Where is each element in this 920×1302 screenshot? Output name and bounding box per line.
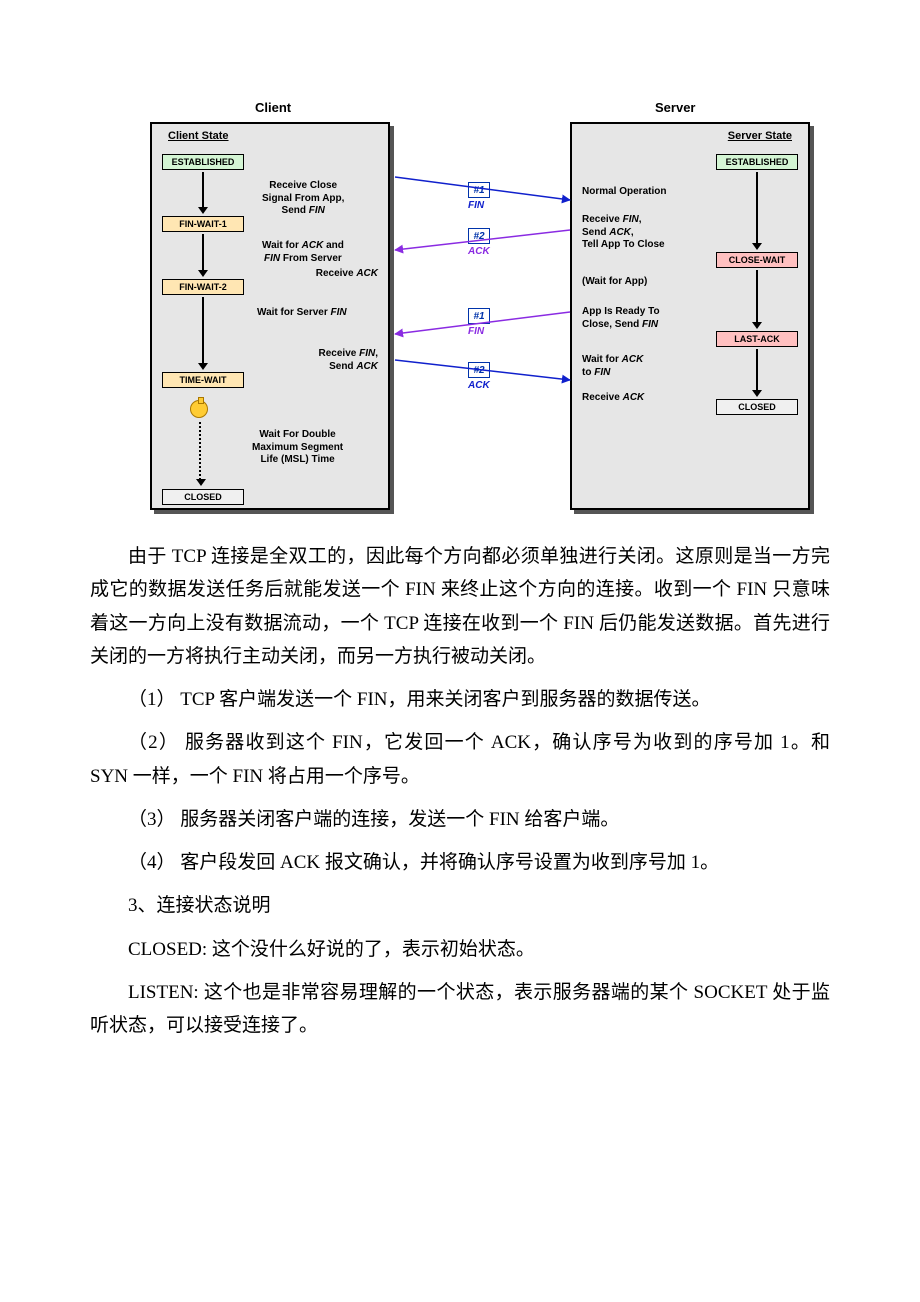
message-label: ACK [468, 380, 490, 391]
message-label: ACK [468, 246, 490, 257]
arrow-down [202, 234, 204, 271]
client-caption: Wait For DoubleMaximum SegmentLife (MSL)… [252, 429, 343, 467]
arrow-down [756, 270, 758, 323]
server-panel: Server State ESTABLISHED CLOSE-WAIT LAST-A… [570, 122, 810, 510]
client-state-fin-wait-2: FIN-WAIT-2 [162, 279, 244, 295]
server-title: Server [655, 100, 695, 115]
paragraph: LISTEN: 这个也是非常容易理解的一个状态，表示服务器端的某个 SOCKET… [90, 976, 830, 1043]
server-caption: Receive ACK [582, 392, 644, 405]
server-caption: App Is Ready ToClose, Send FIN [582, 306, 660, 331]
server-caption: (Wait for App) [582, 276, 647, 289]
server-caption: Wait for ACKto FIN [582, 354, 643, 379]
paragraph: （4） 客户段发回 ACK 报文确认，并将确认序号设置为收到序号加 1。 [90, 846, 830, 879]
client-caption: Receive ACK [316, 268, 378, 281]
paragraph: （2） 服务器收到这个 FIN，它发回一个 ACK，确认序号为收到的序号加 1。… [90, 726, 830, 793]
paragraph: 3、连接状态说明 [90, 889, 830, 922]
server-state-last-ack: LAST-ACK [716, 331, 798, 347]
client-caption: Wait for Server FIN [257, 307, 347, 320]
paragraph: （1） TCP 客户端发送一个 FIN，用来关闭客户到服务器的数据传送。 [90, 683, 830, 716]
paragraph: CLOSED: 这个没什么好说的了，表示初始状态。 [90, 933, 830, 966]
dotted-arrow [199, 422, 201, 480]
client-caption: Receive CloseSignal From App,Send FIN [262, 180, 344, 218]
timer-icon [190, 400, 208, 418]
message-num: #1 [468, 308, 490, 324]
message-num: #2 [468, 362, 490, 378]
document-body: 由于 TCP 连接是全双工的，因此每个方向都必须单独进行关闭。这原则是当一方完成… [90, 540, 830, 1042]
message-num: #1 [468, 182, 490, 198]
client-caption: Wait for ACK andFIN From Server [262, 240, 344, 265]
server-state-closed: CLOSED [716, 399, 798, 415]
client-state-closed: CLOSED [162, 489, 244, 505]
arrow-down [756, 172, 758, 244]
server-state-close-wait: CLOSE-WAIT [716, 252, 798, 268]
arrow-down [202, 297, 204, 364]
client-caption: Receive FIN,Send ACK [319, 348, 378, 373]
paragraph: （3） 服务器关闭客户端的连接，发送一个 FIN 给客户端。 [90, 803, 830, 836]
client-state-label: Client State [168, 130, 229, 142]
client-state-fin-wait-1: FIN-WAIT-1 [162, 216, 244, 232]
message-label: FIN [468, 200, 484, 211]
client-title: Client [255, 100, 291, 115]
client-panel: Client State ESTABLISHED FIN-WAIT-1 FIN-WA… [150, 122, 390, 510]
paragraph: 由于 TCP 连接是全双工的，因此每个方向都必须单独进行关闭。这原则是当一方完成… [90, 540, 830, 673]
server-caption: Receive FIN,Send ACK,Tell App To Close [582, 214, 665, 252]
message-label: FIN [468, 326, 484, 337]
arrow-down [202, 172, 204, 208]
message-num: #2 [468, 228, 490, 244]
tcp-close-diagram: Client Server Client State ESTABLISHED FI… [150, 100, 810, 510]
server-state-established: ESTABLISHED [716, 154, 798, 170]
arrow-down [756, 349, 758, 391]
client-state-time-wait: TIME-WAIT [162, 372, 244, 388]
client-state-established: ESTABLISHED [162, 154, 244, 170]
server-caption: Normal Operation [582, 186, 666, 199]
server-state-label: Server State [728, 130, 792, 142]
